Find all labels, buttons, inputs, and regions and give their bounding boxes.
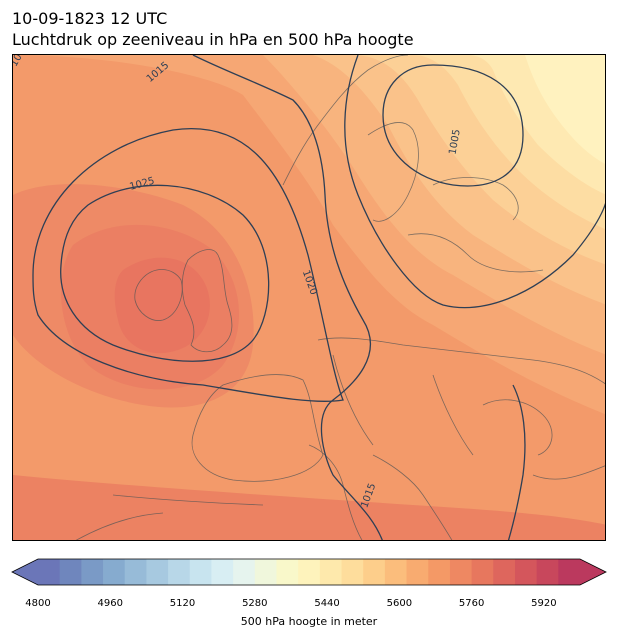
colorbar-segment (168, 559, 191, 585)
colorbar-tick-label: 5280 (242, 598, 268, 609)
colorbar-tick-label: 5920 (531, 598, 557, 609)
colorbar-segment (406, 559, 429, 585)
colorbar-segment (189, 559, 212, 585)
colorbar-segment (124, 559, 147, 585)
colorbar-segment (211, 559, 234, 585)
colorbar-segment (38, 559, 61, 585)
colorbar-segment (471, 559, 494, 585)
colorbar-segment (146, 559, 169, 585)
weather-map: 1015 1025 1005 1020 1015 10 (12, 54, 606, 541)
colorbar-tick-label: 4960 (97, 598, 123, 609)
colorbar-segment (493, 559, 516, 585)
colorbar-segment (254, 559, 277, 585)
colorbar-segment (276, 559, 299, 585)
colorbar-tick-label: 5600 (386, 598, 413, 609)
chart-title: Luchtdruk op zeeniveau in hPa en 500 hPa… (12, 30, 414, 49)
colorbar-segment (341, 559, 364, 585)
colorbar (11, 558, 607, 586)
colorbar-extend-low (12, 559, 38, 585)
colorbar-tick-label: 5120 (169, 598, 196, 609)
colorbar-segment (428, 559, 451, 585)
colorbar-tick-label: 5760 (458, 598, 485, 609)
colorbar-segment (514, 559, 538, 585)
colorbar-segment (103, 559, 126, 585)
colorbar-segment (81, 559, 104, 585)
isobar-label: 1005 (448, 129, 463, 156)
colorbar-tick-label: 5440 (314, 598, 340, 609)
colorbar-tick-label: 4800 (25, 598, 51, 609)
colorbar-segment (558, 559, 581, 585)
isobars (32, 55, 605, 540)
colorbar-segment (449, 559, 473, 585)
isobar-label: 10 (13, 55, 25, 69)
colorbar-segment (319, 559, 343, 585)
colorbar-label: 500 hPa hoogte in meter (240, 615, 378, 628)
colorbar-segment (536, 559, 559, 585)
colorbar-segment (384, 559, 408, 585)
colorbar-segment (298, 559, 321, 585)
chart-datetime: 10-09-1823 12 UTC (12, 9, 168, 28)
colorbar-segment (233, 559, 256, 585)
coastlines (75, 55, 605, 540)
colorbar-segment (363, 559, 386, 585)
colorbar-segment (59, 559, 82, 585)
height-field (13, 55, 605, 540)
colorbar-extend-high (580, 559, 606, 585)
